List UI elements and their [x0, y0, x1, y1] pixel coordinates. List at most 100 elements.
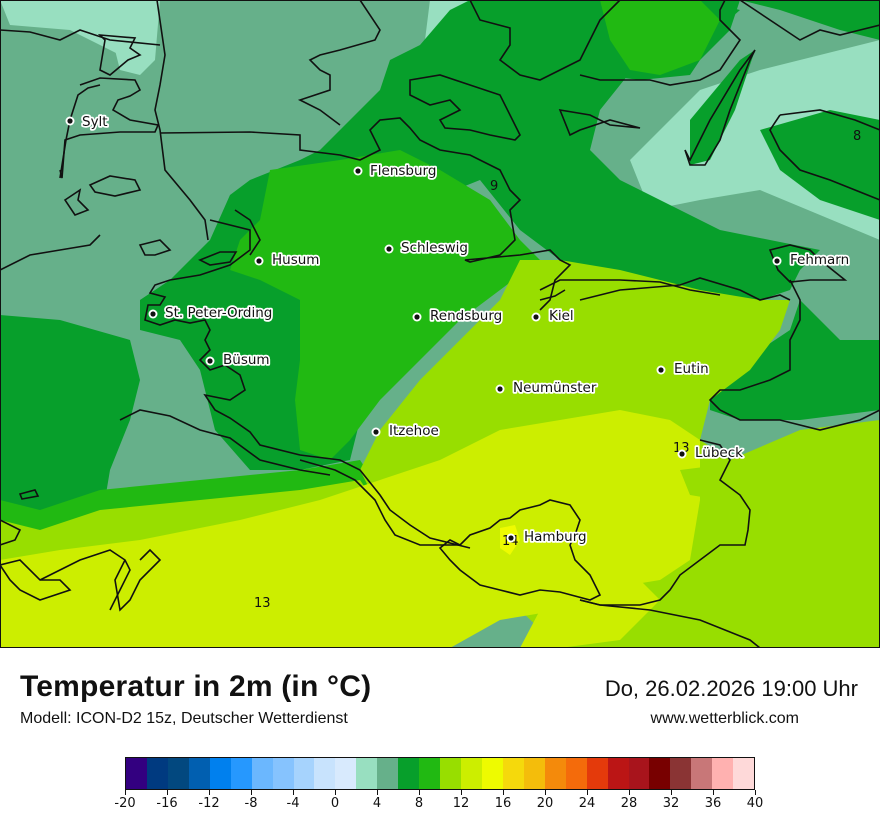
- legend-swatch: [670, 758, 692, 789]
- city-dot-icon: [533, 314, 539, 320]
- city-fehmarn[interactable]: Fehmarn: [772, 250, 851, 270]
- legend-swatch: [565, 758, 587, 789]
- legend-swatch: [461, 758, 482, 789]
- legend-tick-label: 32: [662, 796, 680, 811]
- city-dot-icon: [679, 451, 685, 457]
- city-dot-icon: [658, 367, 664, 373]
- legend-tick-mark: [335, 790, 336, 795]
- legend-swatch: [607, 758, 629, 789]
- city-buesum[interactable]: Büsum: [205, 350, 271, 370]
- valid-datetime: Do, 26.02.2026 19:00 Uhr: [604, 676, 858, 701]
- website-link[interactable]: www.wetterblick.com: [650, 710, 799, 727]
- city-kiel[interactable]: Kiel: [531, 306, 575, 326]
- svg-text:St. Peter-Ording: St. Peter-Ording: [165, 305, 272, 321]
- legend-swatch: [481, 758, 503, 789]
- legend-tick-mark: [251, 790, 252, 795]
- city-husum[interactable]: Husum: [254, 250, 321, 270]
- legend-tick-mark: [419, 790, 420, 795]
- legend-tick-label: 40: [746, 796, 764, 811]
- model-source: Modell: ICON-D2 15z, Deutscher Wetterdie…: [20, 710, 348, 727]
- svg-text:Sylt: Sylt: [82, 114, 108, 130]
- legend-swatch: [188, 758, 210, 789]
- legend-tick-label: -12: [198, 796, 220, 811]
- city-dot-icon: [355, 168, 361, 174]
- color-legend: [125, 757, 755, 790]
- svg-text:Rendsburg: Rendsburg: [430, 308, 502, 324]
- svg-text:Flensburg: Flensburg: [370, 163, 436, 179]
- city-dot-icon: [386, 246, 392, 252]
- city-dot-icon: [373, 429, 379, 435]
- legend-tick-label: 16: [494, 796, 512, 811]
- svg-text:Eutin: Eutin: [674, 361, 709, 377]
- legend-swatch: [523, 758, 545, 789]
- legend-swatch: [167, 758, 189, 789]
- isotherm-label: 9: [490, 179, 498, 194]
- svg-text:Itzehoe: Itzehoe: [389, 423, 439, 439]
- city-dot-icon: [414, 314, 420, 320]
- city-st-peter-ording[interactable]: St. Peter-Ording: [148, 303, 274, 323]
- legend-ticks: -20 -16 -12 -8 -4 0 4 8 12 16 20 24 28 32 36 40: [114, 790, 763, 820]
- city-hamburg[interactable]: Hamburg: [506, 527, 588, 547]
- land-12-14: [0, 410, 700, 648]
- city-sylt[interactable]: Sylt: [65, 112, 109, 132]
- legend-tick-mark: [167, 790, 168, 795]
- city-dot-icon: [508, 535, 514, 541]
- legend-tick-label: -4: [286, 796, 300, 811]
- svg-text:Husum: Husum: [272, 252, 319, 268]
- legend-tick-mark: [755, 790, 756, 795]
- legend-swatch: [293, 758, 315, 789]
- city-rendsburg[interactable]: Rendsburg: [412, 306, 504, 326]
- legend-swatch: [335, 758, 357, 789]
- legend-tick-mark: [671, 790, 672, 795]
- legend-tick-label: 4: [372, 796, 382, 811]
- city-dot-icon: [774, 258, 780, 264]
- legend-swatch: [314, 758, 336, 789]
- svg-text:Hamburg: Hamburg: [524, 529, 587, 545]
- legend-swatch: [691, 758, 713, 789]
- city-flensburg[interactable]: Flensburg: [353, 161, 438, 181]
- city-dot-icon: [67, 118, 73, 124]
- legend-tick-label: -8: [244, 796, 258, 811]
- legend-swatch: [209, 758, 231, 789]
- chart-title: Temperatur in 2m (in °C): [20, 670, 372, 703]
- legend-swatch: [272, 758, 294, 789]
- city-itzehoe[interactable]: Itzehoe: [371, 421, 441, 441]
- legend-swatch: [251, 758, 273, 789]
- legend-swatch: [126, 758, 147, 789]
- legend-tick-mark: [629, 790, 630, 795]
- legend-tick-mark: [293, 790, 294, 795]
- city-dot-icon: [150, 311, 156, 317]
- legend-swatch: [712, 758, 734, 789]
- svg-text:Büsum: Büsum: [223, 352, 270, 368]
- legend-tick-mark: [545, 790, 546, 795]
- legend-swatch: [544, 758, 566, 789]
- temperature-map: 9 8 13 14 13 Sylt Flensburg Schleswig Hu…: [0, 0, 880, 648]
- svg-text:Lübeck: Lübeck: [695, 445, 743, 461]
- legend-tick-label: 24: [578, 796, 596, 811]
- legend-tick-label: 12: [452, 796, 470, 811]
- legend-tick-mark: [377, 790, 378, 795]
- city-markers: Sylt Flensburg Schleswig Husum Fehmarn S…: [65, 112, 851, 547]
- city-schleswig[interactable]: Schleswig: [384, 238, 470, 258]
- legend-tick-mark: [587, 790, 588, 795]
- legend-swatch: [586, 758, 608, 789]
- legend-tick-mark: [503, 790, 504, 795]
- legend-swatch: [628, 758, 650, 789]
- coastlines: [0, 0, 880, 648]
- legend-tick-label: -20: [114, 796, 136, 811]
- city-neumuenster[interactable]: Neumünster: [495, 378, 599, 398]
- city-luebeck[interactable]: Lübeck: [677, 443, 745, 463]
- city-eutin[interactable]: Eutin: [656, 359, 710, 379]
- legend-tick-mark: [461, 790, 462, 795]
- svg-text:Neumünster: Neumünster: [513, 380, 597, 396]
- city-dot-icon: [497, 386, 503, 392]
- legend-tick-mark: [125, 790, 126, 795]
- legend-swatch: [398, 758, 420, 789]
- legend-tick-label: 0: [330, 796, 340, 811]
- legend-tick-label: 20: [536, 796, 554, 811]
- city-dot-icon: [207, 358, 213, 364]
- land-8-10: [230, 150, 540, 460]
- legend-tick-mark: [713, 790, 714, 795]
- svg-text:Fehmarn: Fehmarn: [790, 252, 849, 268]
- legend-swatch: [419, 758, 441, 789]
